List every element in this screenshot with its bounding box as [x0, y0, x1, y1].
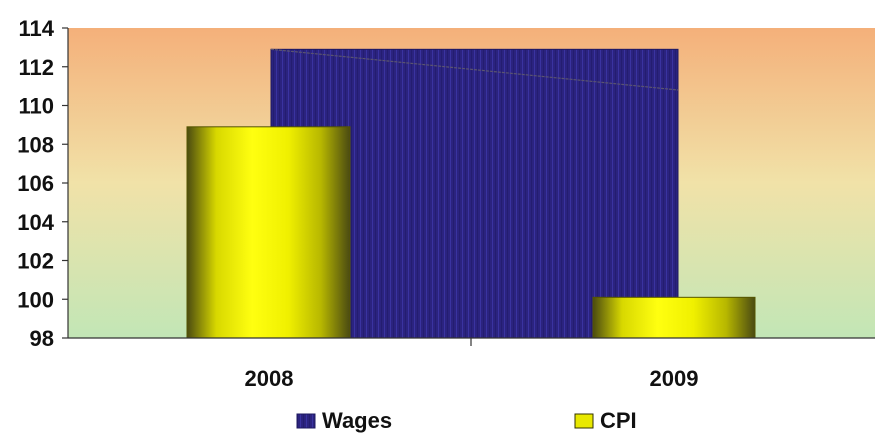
y-tick-label: 108 [17, 132, 54, 157]
y-tick-label: 104 [17, 210, 54, 235]
legend: Wages CPI [296, 408, 637, 433]
y-axis-ticks: 98 100 102 104 106 108 110 112 114 [17, 16, 68, 351]
x-axis-labels: 2008 2009 [245, 366, 699, 391]
bar-cpi-2009 [592, 296, 756, 339]
y-tick-label: 106 [17, 171, 54, 196]
bars [186, 48, 756, 339]
legend-label-cpi: CPI [600, 408, 637, 433]
y-tick-label: 102 [17, 249, 54, 274]
y-tick-label: 100 [17, 287, 54, 312]
x-category-label: 2009 [650, 366, 699, 391]
x-category-label: 2008 [245, 366, 294, 391]
y-tick-label: 98 [30, 326, 54, 351]
legend-swatch-wages [296, 413, 316, 429]
legend-swatch-cpi [574, 413, 594, 429]
wages-trend-line [270, 48, 679, 91]
y-tick-label: 112 [19, 55, 55, 80]
bar-cpi-2008 [186, 126, 351, 339]
legend-label-wages: Wages [322, 408, 392, 433]
y-tick-label: 114 [19, 16, 55, 41]
y-tick-label: 110 [19, 94, 55, 119]
